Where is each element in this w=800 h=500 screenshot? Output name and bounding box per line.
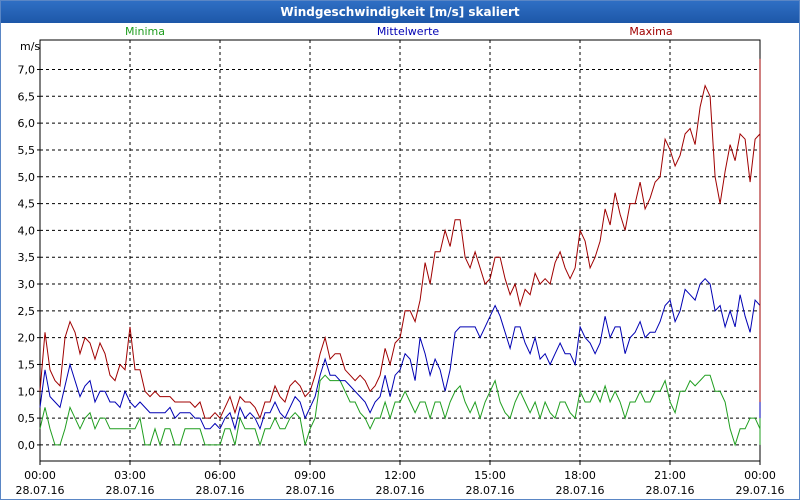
x-tick-time: 00:00 [24, 469, 56, 482]
x-tick-date: 28.07.16 [556, 484, 605, 497]
y-tick-label: 2,5 [18, 305, 36, 318]
x-tick-time: 18:00 [564, 469, 596, 482]
y-tick-label: 3,0 [18, 278, 36, 291]
x-tick-date: 28.07.16 [286, 484, 335, 497]
y-tick-label: 7,0 [18, 63, 36, 76]
y-tick-label: 5,0 [18, 171, 36, 184]
y-axis-label: m/s [20, 40, 40, 53]
y-tick-label: 2,0 [18, 332, 36, 345]
y-tick-label: 5,5 [18, 144, 36, 157]
y-tick-label: 1,5 [18, 358, 36, 371]
x-tick-time: 06:00 [204, 469, 236, 482]
y-tick-label: 0,0 [18, 439, 36, 452]
x-tick-date: 28.07.16 [196, 484, 245, 497]
legend-entry-maxima: Maxima [629, 25, 672, 38]
y-tick-label: 1,0 [18, 385, 36, 398]
x-axis-ticks: 00:00 28.07.16 03:00 28.07.16 06:00 28.07.16 0… [16, 461, 785, 497]
legend-entry-minima: Minima [125, 25, 165, 38]
x-tick-time: 21:00 [654, 469, 686, 482]
y-tick-label: 0,5 [18, 412, 36, 425]
y-axis-ticks: 0,0 0,5 1,0 1,5 2,0 2,5 3,0 3,5 4,0 4,5 5,0 5,5 6,0 6… [18, 63, 40, 452]
x-tick-time: 12:00 [384, 469, 416, 482]
y-tick-label: 3,5 [18, 251, 36, 264]
y-tick-label: 4,5 [18, 198, 36, 211]
y-tick-label: 6,5 [18, 90, 36, 103]
x-tick-time: 15:00 [474, 469, 506, 482]
series-line-maxima [39, 58, 761, 420]
x-tick-date: 28.07.16 [16, 484, 65, 497]
series-line-minima [39, 374, 761, 447]
legend: Minima Mittelwerte Maxima [125, 25, 673, 38]
x-tick-time: 00:00 [744, 469, 776, 482]
window-title: Windgeschwindigkeit [m/s] skaliert [1, 1, 799, 23]
x-tick-time: 09:00 [294, 469, 326, 482]
y-tick-label: 6,0 [18, 117, 36, 130]
x-tick-date: 28.07.16 [106, 484, 155, 497]
x-tick-time: 03:00 [114, 469, 146, 482]
x-tick-date: 28.07.16 [466, 484, 515, 497]
legend-entry-mittelwerte: Mittelwerte [377, 25, 440, 38]
x-tick-date: 28.07.16 [376, 484, 425, 497]
y-tick-label: 4,0 [18, 224, 36, 237]
series-group [39, 58, 761, 447]
x-tick-date: 29.07.16 [736, 484, 785, 497]
x-tick-date: 28.07.16 [646, 484, 695, 497]
